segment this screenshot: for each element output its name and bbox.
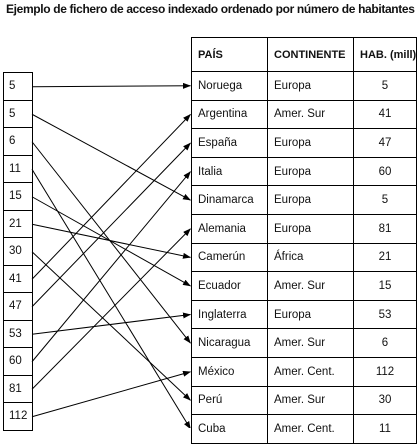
index-cell: 30 <box>4 238 32 266</box>
table-row: Noruega Europa 5 <box>191 71 417 101</box>
table-row: Nicaragua Amer. Sur 6 <box>191 328 417 358</box>
data-file-table: PAÍS CONTINENTE HAB. (mill) Noruega Europ… <box>191 37 417 444</box>
cell-pais: Cuba <box>191 414 268 444</box>
cell-hab: 5 <box>353 185 417 215</box>
table-row: Inglaterra Europa 53 <box>191 299 417 330</box>
cell-continente: África <box>267 242 354 273</box>
cell-continente: Amer. Sur <box>267 328 354 358</box>
pointer-arrow <box>31 370 191 418</box>
cell-continente: Europa <box>267 213 354 244</box>
cell-pais: Italia <box>191 156 268 187</box>
cell-continente: Amer. Sur <box>267 99 354 130</box>
cell-hab: 5 <box>353 71 417 101</box>
cell-pais: Argentina <box>191 99 268 130</box>
index-cell: 60 <box>4 348 32 376</box>
index-cell: 47 <box>4 293 32 321</box>
table-row: Italia Europa 60 <box>191 156 417 187</box>
diagram-title: Ejemplo de fichero de acceso indexado or… <box>6 2 415 16</box>
pointer-arrow <box>31 312 191 335</box>
index-cell: 5 <box>4 73 32 101</box>
pointer-arrow <box>31 82 191 89</box>
table-row: Alemania Europa 81 <box>191 213 417 244</box>
cell-pais: Perú <box>191 385 268 416</box>
cell-hab: 21 <box>353 242 417 273</box>
table-row: Cuba Amer. Cent. 11 <box>191 414 417 444</box>
cell-hab: 53 <box>353 299 417 330</box>
pointer-arrow <box>31 114 191 280</box>
header-habitantes: HAB. (mill) <box>353 37 417 72</box>
pointer-arrow <box>31 251 191 401</box>
pointer-arrow <box>31 196 191 287</box>
pointer-arrow <box>31 228 191 390</box>
cell-continente: Europa <box>267 185 354 215</box>
pointer-arrow <box>31 223 191 259</box>
cell-pais: Nicaragua <box>191 328 268 358</box>
pointer-arrow <box>31 171 191 363</box>
cell-continente: Amer. Sur <box>267 385 354 416</box>
cell-hab: 30 <box>353 385 417 416</box>
table-row: Perú Amer. Sur 30 <box>191 385 417 416</box>
table-row: Argentina Amer. Sur 41 <box>191 99 417 130</box>
cell-hab: 60 <box>353 156 417 187</box>
table-row: México Amer. Cent. 112 <box>191 356 417 387</box>
index-cell: 112 <box>4 403 32 431</box>
index-cell: 53 <box>4 321 32 348</box>
cell-pais: Alemania <box>191 213 268 244</box>
index-cell: 5 <box>4 101 32 128</box>
cell-continente: Amer. Sur <box>267 271 354 301</box>
index-cell: 81 <box>4 376 32 403</box>
cell-continente: Europa <box>267 299 354 330</box>
pointer-arrows <box>31 82 191 428</box>
cell-hab: 11 <box>353 414 417 444</box>
cell-hab: 6 <box>353 328 417 358</box>
cell-hab: 15 <box>353 271 417 301</box>
index-column: 5 5 6 11 15 21 30 41 47 53 60 81 112 <box>3 72 33 431</box>
cell-hab: 41 <box>353 99 417 130</box>
cell-pais: México <box>191 356 268 387</box>
cell-pais: Inglaterra <box>191 299 268 330</box>
index-cell: 11 <box>4 156 32 183</box>
pointer-arrow <box>31 142 191 308</box>
table-row: Camerún África 21 <box>191 242 417 273</box>
index-cell: 6 <box>4 128 32 156</box>
cell-continente: Europa <box>267 156 354 187</box>
cell-pais: España <box>191 128 268 158</box>
header-pais: PAÍS <box>191 37 268 72</box>
pointer-arrow <box>31 141 191 344</box>
table-row: Ecuador Amer. Sur 15 <box>191 271 417 301</box>
table-row: España Europa 47 <box>191 128 417 158</box>
pointer-arrow <box>31 168 191 428</box>
cell-pais: Ecuador <box>191 271 268 301</box>
index-cell: 15 <box>4 183 32 211</box>
cell-pais: Dinamarca <box>191 185 268 215</box>
cell-continente: Amer. Cent. <box>267 356 354 387</box>
cell-pais: Noruega <box>191 71 268 101</box>
cell-continente: Europa <box>267 71 354 101</box>
table-header-row: PAÍS CONTINENTE HAB. (mill) <box>191 37 417 72</box>
index-cell: 41 <box>4 266 32 293</box>
cell-hab: 47 <box>353 128 417 158</box>
index-cell: 21 <box>4 211 32 238</box>
cell-continente: Amer. Cent. <box>267 414 354 444</box>
cell-hab: 81 <box>353 213 417 244</box>
cell-pais: Camerún <box>191 242 268 273</box>
cell-hab: 112 <box>353 356 417 387</box>
cell-continente: Europa <box>267 128 354 158</box>
pointer-arrow <box>31 113 191 201</box>
header-continente: CONTINENTE <box>267 37 354 72</box>
table-row: Dinamarca Europa 5 <box>191 185 417 215</box>
